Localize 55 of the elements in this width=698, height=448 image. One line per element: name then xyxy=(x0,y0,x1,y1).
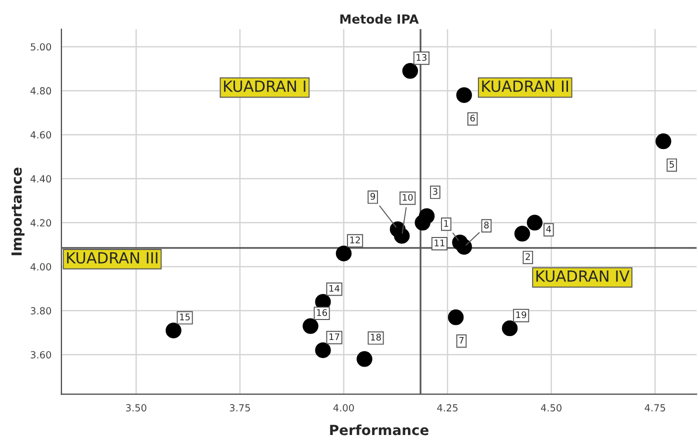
point xyxy=(315,342,331,358)
y-tick-label: 3.60 xyxy=(30,351,52,358)
x-tick-label: 4.00 xyxy=(333,404,354,412)
x-axis-title: Performance xyxy=(330,424,428,436)
annotation: 18 xyxy=(371,334,381,341)
annotation: 1 xyxy=(444,220,448,227)
y-tick-label: 4.40 xyxy=(30,175,52,183)
annotation: 10 xyxy=(402,194,413,201)
annotation: 3 xyxy=(433,188,438,195)
annotation: 4 xyxy=(546,226,552,232)
annotation: 13 xyxy=(416,54,426,61)
annotation: 11 xyxy=(434,240,444,246)
y-tick-label: 5.00 xyxy=(30,43,52,51)
y-tick-label: 3.80 xyxy=(30,307,52,314)
y-axis-title: Importance xyxy=(11,168,24,256)
annotation: 6 xyxy=(470,114,475,122)
annotation: 2 xyxy=(526,253,530,260)
x-tick-label: 3.75 xyxy=(230,404,250,412)
annotation: 5 xyxy=(670,161,674,168)
point xyxy=(502,320,518,336)
annotation: 8 xyxy=(484,222,489,228)
point xyxy=(356,351,372,367)
annotation: KUADRAN III xyxy=(67,252,158,264)
x-tick-label: 4.75 xyxy=(644,404,666,412)
annotation: 14 xyxy=(330,285,340,292)
annotation: KUADRAN I xyxy=(224,80,306,92)
point xyxy=(656,133,672,150)
annotation: 16 xyxy=(317,309,327,316)
y-tick-label: 4.80 xyxy=(30,87,52,95)
point xyxy=(448,309,464,326)
point xyxy=(514,226,530,242)
point xyxy=(336,246,352,262)
annotation: 15 xyxy=(180,314,190,320)
y-tick-label: 4.20 xyxy=(30,219,52,227)
annotation: 7 xyxy=(459,336,464,344)
annotation: 12 xyxy=(350,236,360,244)
annotation: KUADRAN II xyxy=(482,80,568,92)
y-tick-label: 4.00 xyxy=(30,263,52,270)
point xyxy=(414,214,430,231)
chart-title: Metode IPA xyxy=(340,14,419,24)
annotation: 19 xyxy=(516,311,526,318)
point xyxy=(394,228,410,244)
x-tick-label: 4.25 xyxy=(437,404,458,412)
point xyxy=(456,87,472,103)
point xyxy=(456,239,472,255)
x-tick-label: 4.50 xyxy=(540,404,562,412)
point xyxy=(402,63,418,79)
x-tick-label: 3.50 xyxy=(126,404,146,412)
annotation: KUADRAN IV xyxy=(536,270,630,282)
point xyxy=(302,318,318,334)
point xyxy=(526,214,543,231)
annotation: 9 xyxy=(370,192,376,200)
y-tick-label: 4.60 xyxy=(30,131,52,139)
annotation: 17 xyxy=(330,333,340,340)
point xyxy=(166,322,182,338)
